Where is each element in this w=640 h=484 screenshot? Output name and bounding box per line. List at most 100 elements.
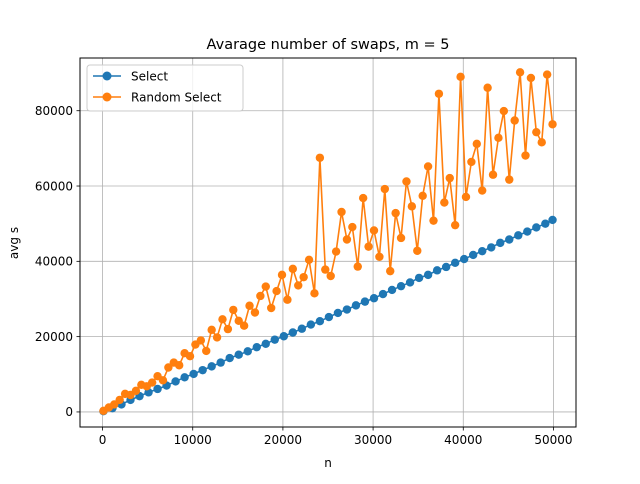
select-point bbox=[360, 297, 370, 306]
select-point bbox=[532, 223, 541, 232]
select-point bbox=[342, 305, 352, 314]
select-point bbox=[423, 270, 433, 280]
select-point bbox=[496, 238, 505, 248]
random-select-point bbox=[369, 226, 379, 235]
x-tick-label: 0 bbox=[99, 433, 107, 447]
select-point bbox=[514, 231, 523, 240]
random-select-point bbox=[472, 139, 481, 149]
y-tick-label: 20000 bbox=[35, 330, 73, 344]
legend-box bbox=[86, 64, 244, 112]
select-point bbox=[279, 332, 289, 341]
random-select-point bbox=[218, 315, 227, 324]
legend-select-label: Select bbox=[131, 70, 168, 84]
random-select-point bbox=[423, 162, 433, 171]
random-select-point bbox=[521, 151, 530, 160]
random-select-point bbox=[348, 222, 357, 232]
select-point bbox=[351, 301, 361, 310]
select-point bbox=[369, 294, 379, 303]
select-point bbox=[523, 227, 532, 236]
random-select-point bbox=[510, 116, 519, 125]
select-point bbox=[243, 347, 252, 356]
x-tick-label: 10000 bbox=[174, 433, 212, 447]
x-axis-label: n bbox=[324, 456, 332, 470]
x-tick-label: 50000 bbox=[534, 433, 572, 447]
select-point bbox=[405, 278, 415, 287]
random-select-point bbox=[261, 282, 270, 291]
random-select-point bbox=[315, 153, 325, 162]
random-select-point bbox=[321, 265, 330, 274]
random-select-point bbox=[245, 301, 254, 310]
select-point bbox=[478, 246, 487, 256]
select-point bbox=[387, 285, 397, 295]
random-select-point bbox=[429, 216, 438, 225]
select-point bbox=[171, 377, 180, 386]
select-point bbox=[270, 335, 279, 344]
random-select-point bbox=[331, 247, 341, 256]
random-select-point bbox=[223, 324, 233, 334]
random-select-point bbox=[499, 106, 509, 116]
select-point bbox=[487, 243, 496, 252]
select-point bbox=[306, 320, 316, 329]
random-select-point bbox=[234, 316, 243, 326]
random-select-point bbox=[548, 120, 557, 129]
random-select-series bbox=[99, 68, 557, 416]
random-select-point bbox=[358, 193, 368, 203]
random-select-point bbox=[483, 83, 492, 92]
random-select-point bbox=[310, 289, 319, 298]
random-select-point bbox=[375, 252, 384, 262]
select-point bbox=[414, 273, 424, 283]
random-select-point bbox=[478, 186, 487, 195]
legend-random-select-label: Random Select bbox=[131, 91, 222, 105]
random-select-point bbox=[402, 177, 411, 186]
select-point bbox=[216, 358, 225, 367]
random-select-point bbox=[283, 295, 292, 304]
random-select-point bbox=[505, 175, 514, 184]
random-select-point bbox=[526, 73, 536, 83]
select-point bbox=[505, 235, 514, 244]
random-select-point bbox=[272, 286, 281, 296]
random-select-point bbox=[277, 270, 287, 280]
x-tick-label: 40000 bbox=[444, 433, 482, 447]
random-select-point bbox=[386, 266, 395, 276]
random-select-point bbox=[266, 303, 276, 313]
select-point bbox=[548, 215, 557, 225]
random-select-point bbox=[164, 363, 173, 372]
grid-lines bbox=[80, 58, 576, 427]
random-select-point bbox=[115, 395, 124, 405]
random-select-point bbox=[445, 173, 454, 183]
random-select-point bbox=[364, 242, 373, 251]
random-select-point bbox=[202, 346, 211, 356]
select-series bbox=[99, 215, 557, 416]
random-select-point bbox=[396, 233, 406, 243]
select-point bbox=[288, 328, 298, 337]
select-point bbox=[198, 365, 207, 375]
select-point bbox=[261, 339, 270, 348]
random-select-point bbox=[418, 191, 427, 201]
random-select-point bbox=[537, 138, 546, 147]
random-select-point bbox=[158, 376, 168, 385]
random-select-point bbox=[239, 321, 249, 330]
legend: Select Random Select bbox=[86, 64, 244, 112]
random-select-point bbox=[461, 192, 471, 202]
random-select-point bbox=[467, 157, 476, 167]
select-point bbox=[432, 266, 442, 275]
random-select-point bbox=[212, 333, 222, 342]
random-select-point bbox=[494, 133, 503, 143]
select-point bbox=[315, 316, 325, 326]
random-select-point bbox=[542, 70, 552, 79]
select-point bbox=[541, 219, 550, 228]
random-select-point bbox=[299, 272, 308, 282]
random-select-point bbox=[326, 271, 335, 281]
select-point bbox=[234, 350, 243, 359]
x-tick-label: 20000 bbox=[264, 433, 302, 447]
random-select-point bbox=[288, 264, 298, 274]
select-point bbox=[225, 353, 234, 363]
random-select-point bbox=[256, 291, 265, 301]
select-point bbox=[153, 384, 162, 394]
select-point bbox=[450, 258, 460, 268]
random-select-point bbox=[532, 127, 541, 137]
select-point bbox=[441, 262, 451, 272]
select-point bbox=[378, 289, 388, 299]
